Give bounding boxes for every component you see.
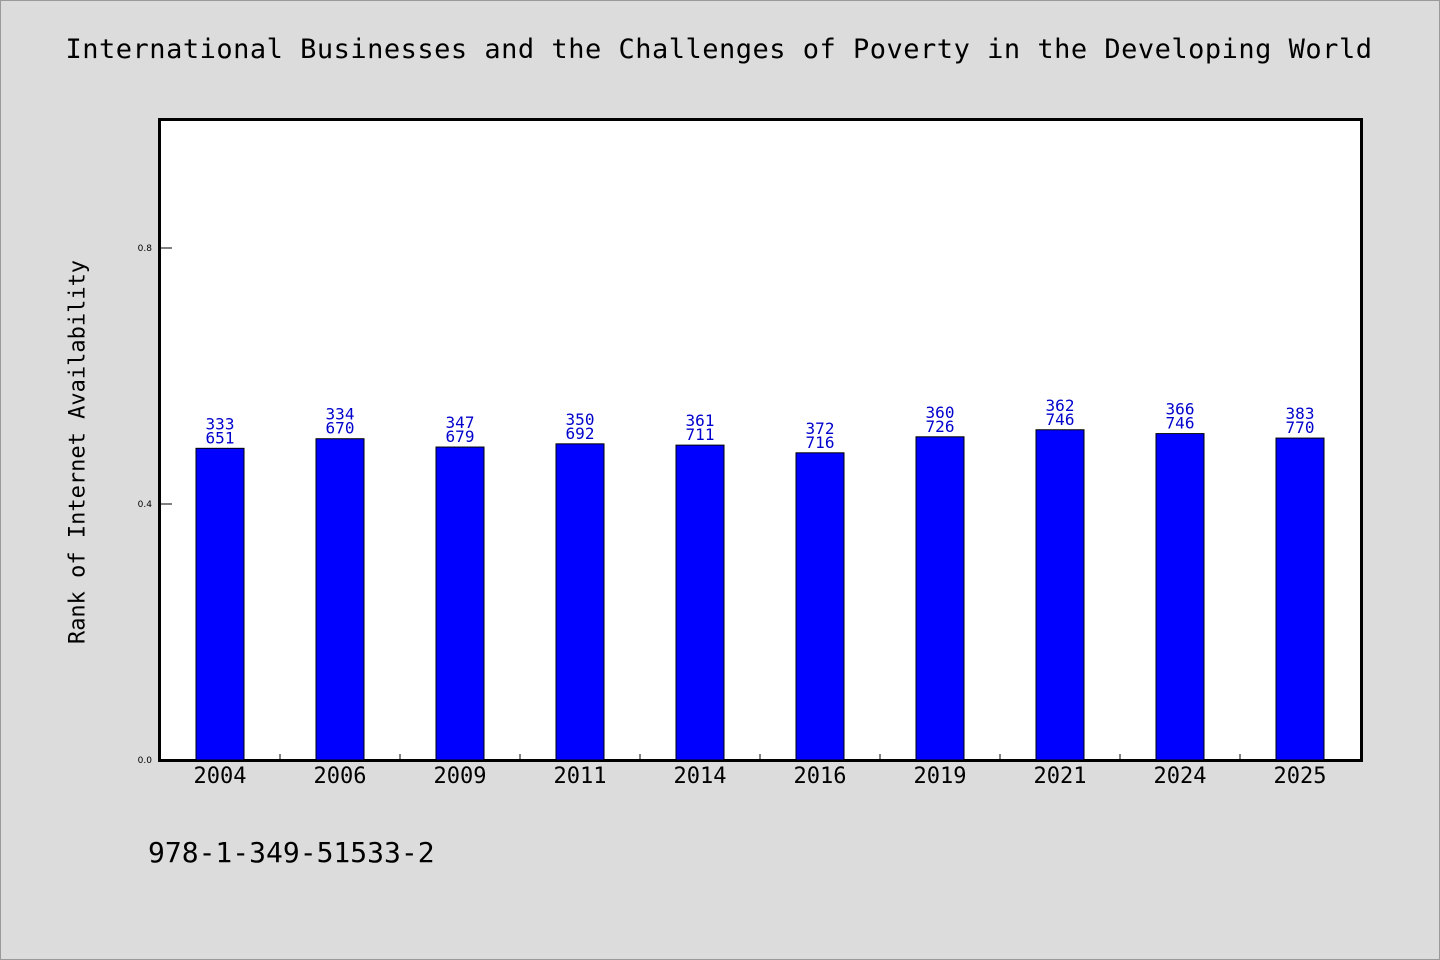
- y-tick-label: 0.4: [138, 500, 153, 510]
- x-tick-label: 2009: [434, 764, 487, 789]
- y-tick-label: 0.0: [138, 756, 153, 766]
- bar: [795, 452, 845, 761]
- bar-label-bottom: 651: [206, 428, 235, 447]
- bar-label-bottom: 716: [806, 433, 835, 452]
- bar-label-bottom: 692: [566, 424, 595, 443]
- bar: [435, 446, 485, 761]
- x-tick-label: 2025: [1274, 764, 1327, 789]
- ticks-layer: [160, 247, 1241, 761]
- x-tick-label: 2019: [914, 764, 967, 789]
- bars-layer: [195, 429, 1325, 761]
- bar-label-top: 372: [806, 419, 835, 438]
- isbn-label: 978-1-349-51533-2: [148, 836, 435, 869]
- x-tick-label: 2004: [194, 764, 247, 789]
- bar: [315, 438, 365, 761]
- y-tick-label: 0.8: [138, 244, 153, 254]
- bar-label-top: 350: [566, 410, 595, 429]
- bar-label-top: 366: [1166, 400, 1195, 419]
- bar-label-top: 360: [926, 403, 955, 422]
- x-tick-label: 2006: [314, 764, 367, 789]
- bar-label-bottom: 746: [1046, 410, 1075, 429]
- bar-label-bottom: 746: [1166, 414, 1195, 433]
- bar-label-top: 334: [326, 405, 355, 424]
- x-tick-label: 2011: [554, 764, 607, 789]
- bar-label-bottom: 770: [1286, 418, 1315, 437]
- bar-label-bottom: 670: [326, 419, 355, 438]
- bar-label-top: 347: [446, 413, 475, 432]
- bar: [1275, 437, 1325, 761]
- bar-label-top: 362: [1046, 396, 1075, 415]
- x-tick-label: 2021: [1034, 764, 1087, 789]
- bar-label-top: 333: [206, 414, 235, 433]
- bar: [555, 443, 605, 761]
- x-tick-label: 2014: [674, 764, 727, 789]
- bar: [195, 447, 245, 761]
- bar-label-top: 361: [686, 411, 715, 430]
- bar-label-bottom: 711: [686, 425, 715, 444]
- chart-title: International Businesses and the Challen…: [65, 34, 1373, 65]
- x-tick-label: 2024: [1154, 764, 1207, 789]
- bar: [1035, 429, 1085, 761]
- bar-label-bottom: 679: [446, 427, 475, 446]
- bar: [915, 436, 965, 761]
- bar: [1155, 433, 1205, 761]
- bar: [675, 444, 725, 761]
- bar-label-top: 383: [1286, 404, 1315, 423]
- x-tick-label: 2016: [794, 764, 847, 789]
- bar-label-bottom: 726: [926, 417, 955, 436]
